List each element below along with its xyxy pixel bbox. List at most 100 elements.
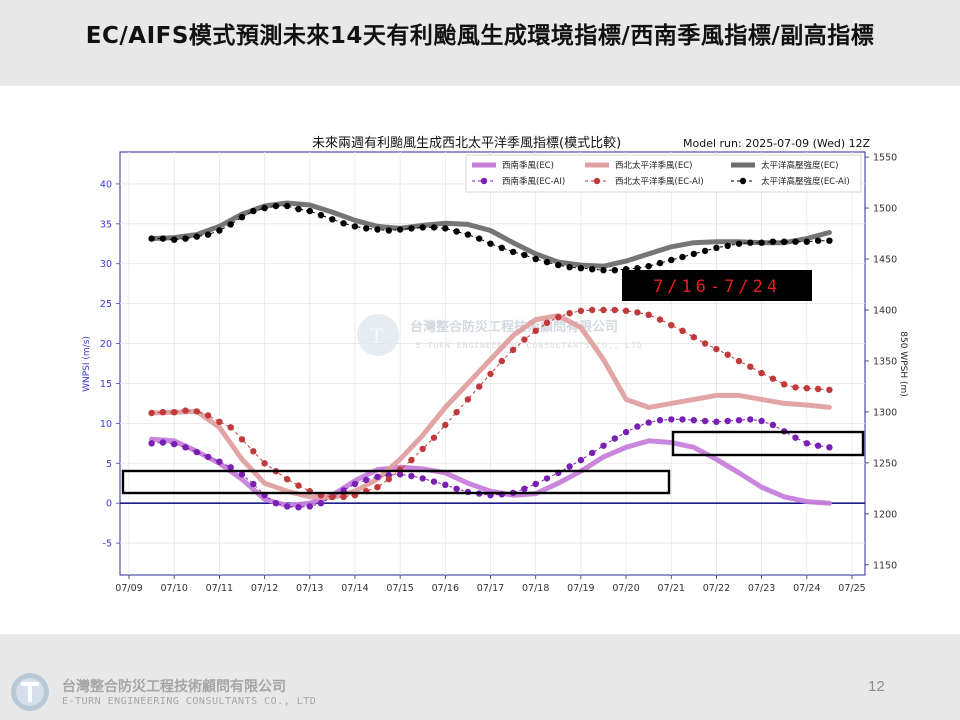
data-point-wpsh_ai [701, 247, 709, 255]
data-point-wnp_monsoon_ai [611, 306, 618, 314]
data-point-sw_monsoon_ai [611, 435, 618, 442]
data-point-wpsh_ai [679, 253, 686, 261]
left-tick-label: 0 [106, 499, 112, 510]
data-point-sw_monsoon_ai [216, 458, 223, 465]
data-point-sw_monsoon_ai [758, 417, 765, 425]
right-tick-label: 1500 [873, 204, 897, 215]
data-point-sw_monsoon_ai [792, 434, 799, 441]
data-point-sw_monsoon_ai [453, 485, 460, 492]
data-point-wnp_monsoon_ai [679, 327, 686, 334]
data-point-wpsh_ai [690, 250, 697, 258]
right-tick-label: 1400 [873, 305, 897, 316]
data-point-wnp_monsoon_ai [634, 309, 641, 316]
data-point-wpsh_ai [340, 220, 347, 227]
left-axis-ticks: 40 35 30 25 20 15 10 5 0 -5 [100, 179, 120, 550]
data-point-sw_monsoon_ai [227, 464, 234, 471]
data-point-wnp_monsoon_ai [182, 407, 189, 414]
x-tick-label: 07/19 [567, 583, 594, 594]
legend-label: 太平洋高壓強度(EC) [761, 160, 838, 171]
right-axis-label: 850 WPSH (m) [898, 331, 908, 397]
data-point-sw_monsoon_ai [814, 442, 822, 449]
left-tick-label: 35 [100, 219, 112, 230]
x-tick-label: 07/15 [386, 583, 413, 594]
data-point-wnp_monsoon_ai [419, 445, 426, 453]
x-tick-label: 07/11 [206, 583, 233, 594]
model-run-label: Model run: 2025-07-09 (Wed) 12Z [683, 137, 871, 150]
data-point-wnp_monsoon_ai [374, 484, 381, 491]
watermark: T 台灣整合防災工程技術顧問有限公司 E-TURN ENGINEERING CO… [357, 314, 643, 356]
right-tick-label: 1450 [873, 255, 897, 266]
data-point-sw_monsoon_ai [803, 440, 810, 447]
left-tick-label: 40 [100, 179, 112, 190]
data-point-wnp_monsoon_ai [453, 409, 460, 416]
data-point-wpsh_ai [724, 242, 731, 249]
data-point-wpsh_ai [442, 225, 449, 232]
grid-lines [120, 152, 865, 575]
footer-company-en: E-TURN ENGINEERING CONSULTANTS CO., LTD [62, 696, 317, 707]
legend-label: 西北太平洋季風(EC) [615, 160, 692, 171]
data-point-wnp_monsoon_ai [555, 314, 562, 321]
data-point-sw_monsoon_ai [284, 503, 291, 510]
data-point-wnp_monsoon_ai [713, 345, 720, 353]
data-point-wpsh_ai [634, 265, 641, 272]
data-point-wpsh_ai [430, 224, 438, 231]
data-point-sw_monsoon_ai [351, 480, 359, 488]
x-tick-label: 07/24 [793, 583, 820, 594]
data-point-sw_monsoon_ai [171, 440, 178, 448]
data-point-wnp_monsoon_ai [668, 322, 675, 329]
data-point-sw_monsoon_ai [272, 500, 280, 507]
data-point-sw_monsoon_ai [521, 485, 528, 492]
data-point-wpsh_ai [351, 223, 359, 230]
data-point-wpsh_ai [600, 267, 607, 274]
data-point-wpsh_ai [814, 237, 822, 244]
data-point-wpsh_ai [250, 207, 257, 215]
legend-label: 西南季風(EC) [502, 160, 554, 171]
data-point-wnp_monsoon_ai [408, 456, 415, 464]
right-tick-label: 1200 [873, 509, 897, 520]
x-tick-label: 07/16 [432, 583, 459, 594]
data-point-wnp_monsoon_ai [329, 493, 336, 500]
data-point-wpsh_ai [509, 248, 517, 256]
header-bar [0, 0, 960, 86]
data-point-wnp_monsoon_ai [216, 418, 223, 425]
data-point-wpsh_ai [668, 256, 675, 264]
data-point-wpsh_ai [713, 244, 720, 251]
data-point-wpsh_ai [453, 228, 460, 235]
data-point-wnp_monsoon_ai [781, 381, 788, 388]
data-point-sw_monsoon_ai [182, 444, 189, 451]
data-point-wpsh_ai [532, 255, 539, 263]
data-point-wnp_monsoon_ai [532, 327, 539, 334]
data-point-wpsh_ai [306, 207, 313, 215]
data-point-wnp_monsoon_ai [430, 434, 438, 441]
legend-label: 西南季風(EC-AI) [502, 176, 565, 187]
data-point-sw_monsoon_ai [204, 453, 212, 461]
data-point-sw_monsoon_ai [396, 471, 404, 478]
data-point-wpsh_ai [227, 221, 234, 228]
data-point-wpsh_ai [769, 238, 777, 245]
data-point-wpsh_ai [589, 266, 596, 273]
data-point-wnp_monsoon_ai [159, 409, 167, 416]
data-point-wpsh_ai [543, 258, 551, 266]
data-point-wpsh_ai [159, 235, 167, 242]
footer-bar [0, 634, 960, 720]
data-point-wnp_monsoon_ai [498, 357, 505, 365]
series-group [148, 200, 833, 511]
highlight-box-sw-low [121, 469, 671, 495]
data-point-sw_monsoon_ai [634, 423, 641, 430]
legend-label: 西北太平洋季風(EC-AI) [615, 176, 704, 187]
data-point-sw_monsoon_ai [543, 475, 551, 482]
data-point-wpsh_ai [577, 265, 585, 272]
x-axis-ticks: 07/09 07/10 07/11 07/12 07/13 07/14 07/15 07/16… [115, 575, 866, 594]
left-tick-label: 10 [100, 419, 112, 430]
data-point-sw_monsoon_ai [317, 500, 325, 507]
watermark-text-en: E-TURN ENGINEERING CONSULTANTS CO., LTD [416, 341, 643, 350]
data-point-sw_monsoon_ai [159, 439, 167, 446]
data-point-wpsh_ai [487, 240, 494, 247]
data-point-wnp_monsoon_ai [487, 370, 494, 378]
left-tick-label: 15 [100, 379, 112, 390]
data-point-wpsh_ai [396, 226, 404, 233]
data-point-wnp_monsoon_ai [769, 375, 777, 382]
watermark-logo-letter: T [370, 323, 384, 348]
data-point-sw_monsoon_ai [622, 428, 630, 436]
right-tick-label: 1150 [873, 560, 897, 571]
